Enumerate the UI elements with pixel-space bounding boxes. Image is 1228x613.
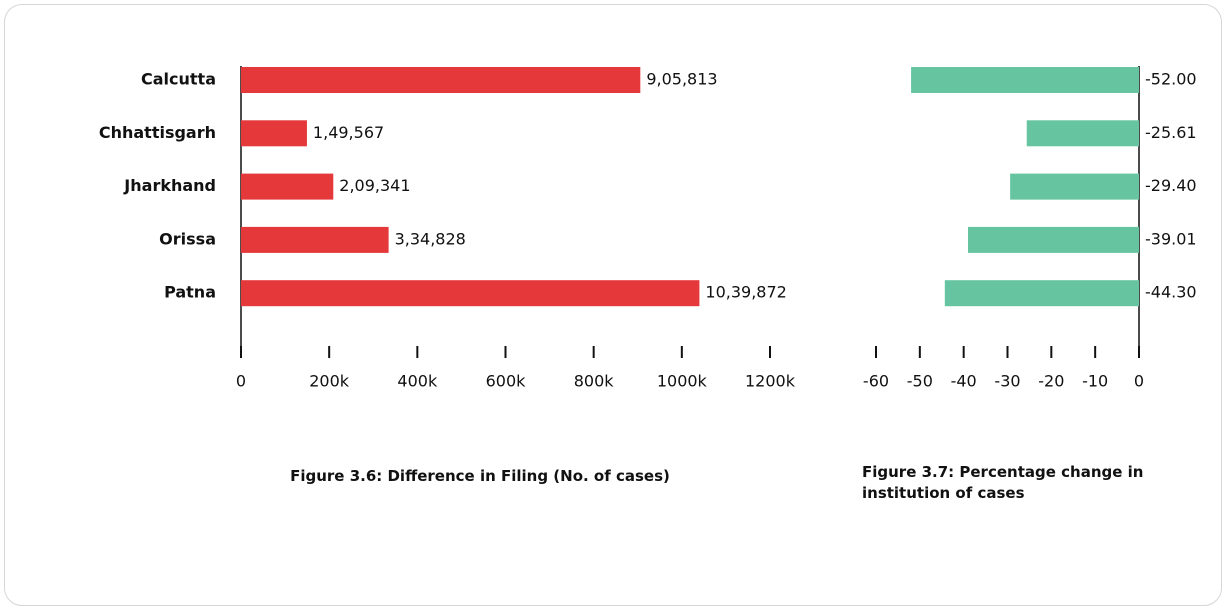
x-tick-label: -10 bbox=[1082, 372, 1108, 391]
x-tick-label: 200k bbox=[309, 372, 350, 391]
x-tick-label: -60 bbox=[863, 372, 889, 391]
bar bbox=[241, 173, 334, 200]
value-label: 3,34,828 bbox=[395, 229, 466, 248]
value-label: 10,39,872 bbox=[705, 283, 786, 302]
bar bbox=[241, 67, 641, 93]
x-tick-label: 600k bbox=[486, 372, 527, 391]
category-label: Calcutta bbox=[141, 70, 216, 89]
value-label: -39.01 bbox=[1145, 229, 1197, 248]
value-label: -29.40 bbox=[1145, 176, 1197, 195]
x-tick-label: 1200k bbox=[745, 372, 796, 391]
bar bbox=[944, 280, 1139, 307]
value-label: 2,09,341 bbox=[339, 176, 410, 195]
value-label: 9,05,813 bbox=[646, 70, 717, 89]
bar bbox=[911, 67, 1139, 93]
x-tick-label: -20 bbox=[1038, 372, 1064, 391]
bar bbox=[241, 226, 389, 253]
x-tick-label: 0 bbox=[236, 372, 246, 391]
category-label: Patna bbox=[164, 283, 216, 302]
chart-title: Figure 3.7: Percentage change in institu… bbox=[862, 463, 1144, 502]
value-label: -25.61 bbox=[1145, 123, 1197, 142]
x-tick-label: 800k bbox=[574, 372, 615, 391]
value-label: -52.00 bbox=[1145, 70, 1197, 89]
x-tick-label: 1000k bbox=[657, 372, 708, 391]
bar bbox=[241, 120, 307, 147]
category-label: Jharkhand bbox=[123, 176, 216, 195]
value-label: -44.30 bbox=[1145, 283, 1197, 302]
chart-title: Figure 3.6: Difference in Filing (No. of… bbox=[290, 467, 670, 485]
bar bbox=[1010, 173, 1139, 200]
card bbox=[4, 4, 1222, 606]
x-tick-label: 400k bbox=[397, 372, 438, 391]
category-label: Chhattisgarh bbox=[99, 123, 216, 142]
x-tick-label: -40 bbox=[951, 372, 977, 391]
bar bbox=[968, 226, 1139, 253]
bar bbox=[1026, 120, 1139, 147]
value-label: 1,49,567 bbox=[313, 123, 384, 142]
bar bbox=[241, 280, 700, 307]
x-tick-label: -50 bbox=[907, 372, 933, 391]
category-label: Orissa bbox=[159, 229, 216, 248]
x-tick-label: -30 bbox=[994, 372, 1020, 391]
x-tick-label: 0 bbox=[1134, 372, 1144, 391]
